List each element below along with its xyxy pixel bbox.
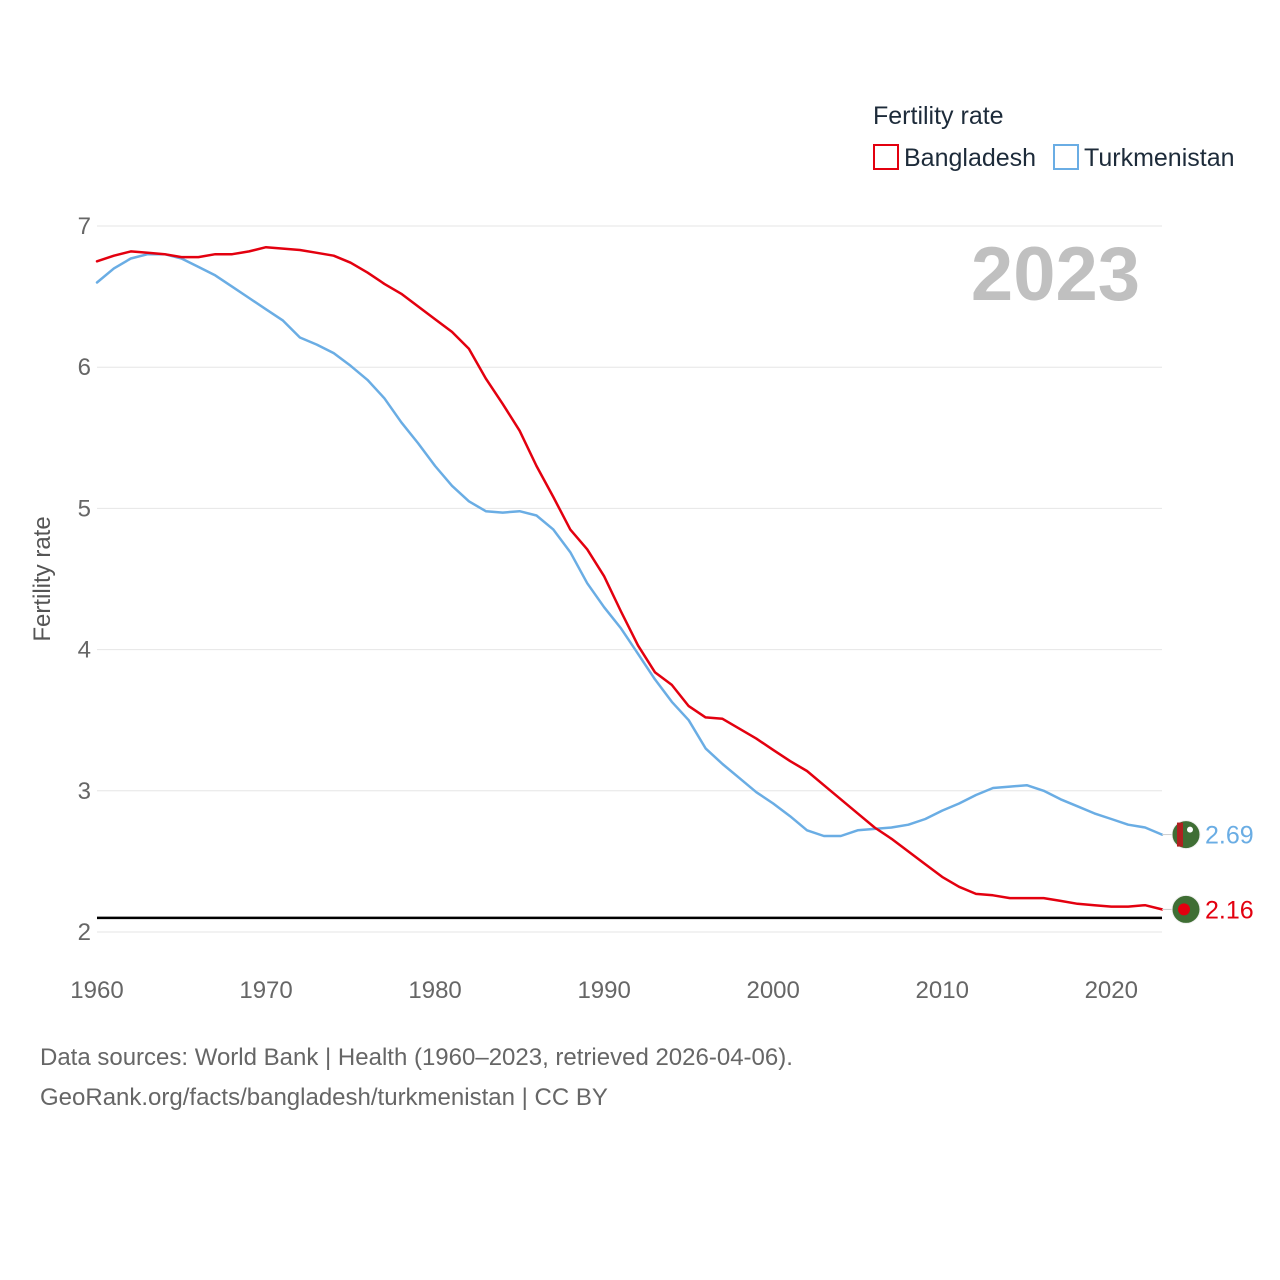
x-tick-label: 2000 (746, 977, 799, 1004)
x-tick-label: 2020 (1085, 977, 1138, 1004)
series-line-turkmenistan[interactable] (95, 252, 1164, 838)
y-tick-label: 3 (78, 778, 91, 805)
y-tick-label: 5 (78, 495, 91, 522)
x-tick-label: 1960 (70, 977, 123, 1004)
x-axis-ticks: 1960 1970 1980 1990 2000 2010 2020 (70, 977, 1138, 1004)
year-label: 2023 (971, 232, 1140, 317)
end-value-label-turkmenistan: 2.69 (1205, 822, 1254, 850)
legend-label-turkmenistan[interactable]: Turkmenistan (1084, 144, 1235, 172)
y-axis-ticks: 2 3 4 5 6 7 (78, 213, 91, 946)
y-tick-label: 2 (78, 919, 91, 946)
flag-marker-turkmenistan (1171, 820, 1201, 850)
flag-stripe-turkmenistan (1177, 822, 1183, 847)
y-tick-label: 6 (78, 354, 91, 381)
end-markers: 2.69 2.16 (1162, 820, 1254, 924)
series-line-bangladesh[interactable] (95, 245, 1164, 911)
legend-label-bangladesh[interactable]: Bangladesh (904, 144, 1036, 172)
flag-emblem-bangladesh (1178, 903, 1190, 916)
legend-swatch-bangladesh[interactable] (873, 144, 899, 170)
legend-title: Fertility rate (873, 102, 1004, 130)
y-tick-label: 7 (78, 213, 91, 240)
legend[interactable]: Fertility rate Bangladesh Turkmenistan (873, 102, 1235, 172)
y-axis-title: Fertility rate (29, 516, 56, 641)
x-tick-label: 2010 (916, 977, 969, 1004)
series-lines (95, 245, 1164, 911)
x-tick-label: 1980 (408, 977, 461, 1004)
x-tick-label: 1990 (577, 977, 630, 1004)
x-tick-label: 1970 (239, 977, 292, 1004)
y-tick-label: 4 (78, 637, 91, 664)
flag-crescent-turkmenistan (1187, 826, 1193, 833)
legend-swatch-turkmenistan[interactable] (1053, 144, 1079, 170)
gridlines (97, 225, 1162, 933)
source-url-license: GeoRank.org/facts/bangladesh/turkmenista… (40, 1084, 608, 1111)
end-value-label-bangladesh: 2.16 (1205, 896, 1254, 924)
data-sources-note: Data sources: World Bank | Health (1960–… (40, 1044, 793, 1071)
